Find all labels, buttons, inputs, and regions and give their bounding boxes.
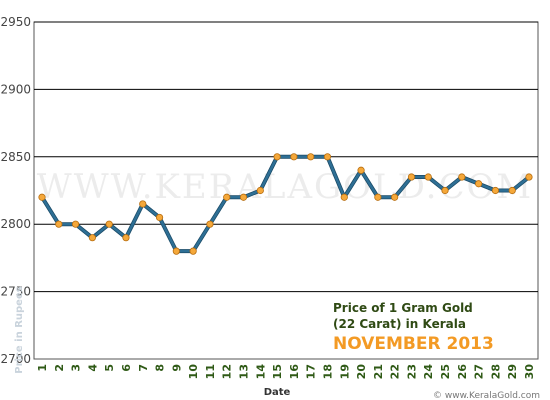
data-point: [239, 193, 248, 201]
x-tick-label: 20: [355, 364, 368, 380]
annotation-period: NOVEMBER 2013: [333, 334, 494, 354]
x-tick-label: 22: [389, 364, 402, 379]
data-point: [122, 234, 130, 242]
x-tick-label: 13: [238, 364, 251, 379]
x-tick-label: 9: [170, 364, 183, 372]
x-tick-label: 6: [120, 364, 133, 372]
x-tick-label: 5: [103, 364, 116, 372]
data-point: [273, 153, 281, 161]
x-tick-label: 17: [305, 364, 318, 379]
x-tick-label: 10: [187, 364, 200, 380]
x-tick-label: 3: [70, 364, 83, 372]
data-point: [105, 220, 113, 228]
x-tick-label: 29: [506, 364, 519, 379]
y-tick-label: 2850: [0, 150, 31, 164]
x-axis-title: Date: [264, 387, 291, 398]
x-tick-label: 27: [473, 364, 486, 379]
annotation-line-2: (22 Carat) in Kerala: [333, 317, 466, 331]
data-point: [491, 186, 500, 195]
data-point: [172, 247, 180, 255]
x-tick-label: 2: [53, 364, 66, 372]
x-tick-label: 1: [36, 364, 49, 372]
x-tick-label: 15: [271, 364, 284, 379]
grid: [33, 21, 539, 360]
annotation-line-1: Price of 1 Gram Gold: [333, 301, 473, 315]
x-tick-label: 19: [338, 364, 351, 379]
footer-credit: © www.KeralaGold.com: [433, 391, 540, 400]
x-tick-label: 28: [489, 364, 502, 379]
data-point: [139, 200, 147, 208]
x-tick-label: 30: [523, 364, 536, 380]
y-axis-title: Price in Rupees: [14, 286, 25, 373]
data-point: [223, 193, 231, 201]
x-tick-label: 25: [439, 364, 452, 379]
x-tick-label: 16: [288, 364, 301, 380]
data-point: [424, 173, 432, 181]
data-point: [323, 153, 332, 161]
data-point: [441, 186, 449, 195]
data-point: [155, 213, 164, 222]
data-point: [71, 220, 80, 228]
x-tick-label: 18: [321, 364, 334, 379]
x-tick-label: 12: [221, 364, 234, 379]
series: [38, 153, 533, 255]
data-point: [357, 166, 365, 174]
x-tick-label: 26: [456, 364, 469, 380]
data-point: [407, 173, 416, 181]
x-tick-label: 23: [405, 364, 418, 379]
data-point: [475, 180, 483, 188]
data-point: [189, 247, 197, 255]
y-tick-label: 2800: [0, 217, 31, 231]
data-point: [256, 186, 264, 195]
x-tick-label: 8: [154, 364, 167, 372]
data-point: [88, 234, 96, 242]
data-point: [458, 173, 466, 181]
data-point: [508, 186, 516, 195]
x-tick-label: 7: [137, 364, 150, 372]
x-tick-label: 14: [254, 364, 267, 380]
x-tick-label: 24: [422, 364, 435, 380]
data-point: [290, 153, 298, 161]
y-tick-label: 2750: [0, 285, 31, 299]
x-axis: 1 2 3 4 5 6 7 8 9 10 11 12 13 14 15 16 17 18 19 20 21 22 23 24 2…: [36, 364, 536, 380]
data-point: [391, 193, 399, 201]
data-point: [525, 173, 533, 181]
data-point: [307, 153, 315, 161]
data-point: [206, 220, 214, 228]
y-tick-label: 2950: [0, 15, 31, 29]
watermark: WWW.KERALAGOLD.COM: [37, 167, 533, 207]
data-point: [55, 220, 63, 228]
x-tick-label: 21: [372, 364, 385, 379]
data-point: [38, 193, 46, 201]
x-tick-label: 11: [204, 364, 217, 379]
y-axis: 2700 2750 2800 2850 2900 2950: [0, 15, 31, 366]
y-tick-label: 2700: [0, 352, 31, 366]
data-point: [340, 193, 348, 201]
x-tick-label: 4: [86, 364, 99, 372]
data-point: [374, 193, 382, 201]
y-tick-label: 2900: [0, 82, 31, 96]
